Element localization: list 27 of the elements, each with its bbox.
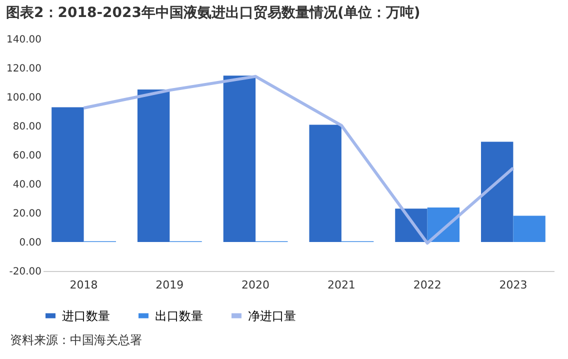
line-series [82, 74, 515, 245]
legend-label: 出口数量 [155, 308, 203, 323]
bar [309, 124, 342, 242]
y-tick-label: 0.00 [19, 238, 42, 248]
x-tick-label: 2019 [156, 278, 184, 292]
y-tick-label: 40.00 [12, 180, 42, 190]
bar [223, 76, 256, 242]
y-tick-label: 80.00 [12, 122, 42, 132]
bar [137, 89, 170, 242]
bar [513, 216, 546, 242]
text: 资料来源：中国海关总署 [10, 332, 143, 349]
y-tick-label: 20.00 [12, 208, 42, 220]
y-tick-label: -20.00 [9, 266, 42, 278]
chart-title: 图表2：2018-2023年中国液氨进出口贸易数量情况(单位：万吨) [6, 4, 420, 21]
y-tick-label: 140.00 [6, 34, 42, 46]
y-tick-label: 120.00 [6, 64, 42, 74]
legend-label: 净进口量 [248, 308, 296, 323]
bar [481, 142, 514, 242]
y-tick-label: 60.00 [12, 150, 42, 162]
y-tick-label: 100.00 [6, 92, 42, 104]
x-tick-label: 2023 [499, 278, 528, 292]
x-tick-label: 2018 [70, 278, 98, 292]
x-tick-label: 2021 [327, 278, 356, 292]
x-tick-label: 2020 [242, 278, 270, 292]
bar [52, 107, 84, 242]
x-tick-label: 2022 [413, 278, 442, 292]
legend-label: 进口数量 [62, 308, 110, 323]
